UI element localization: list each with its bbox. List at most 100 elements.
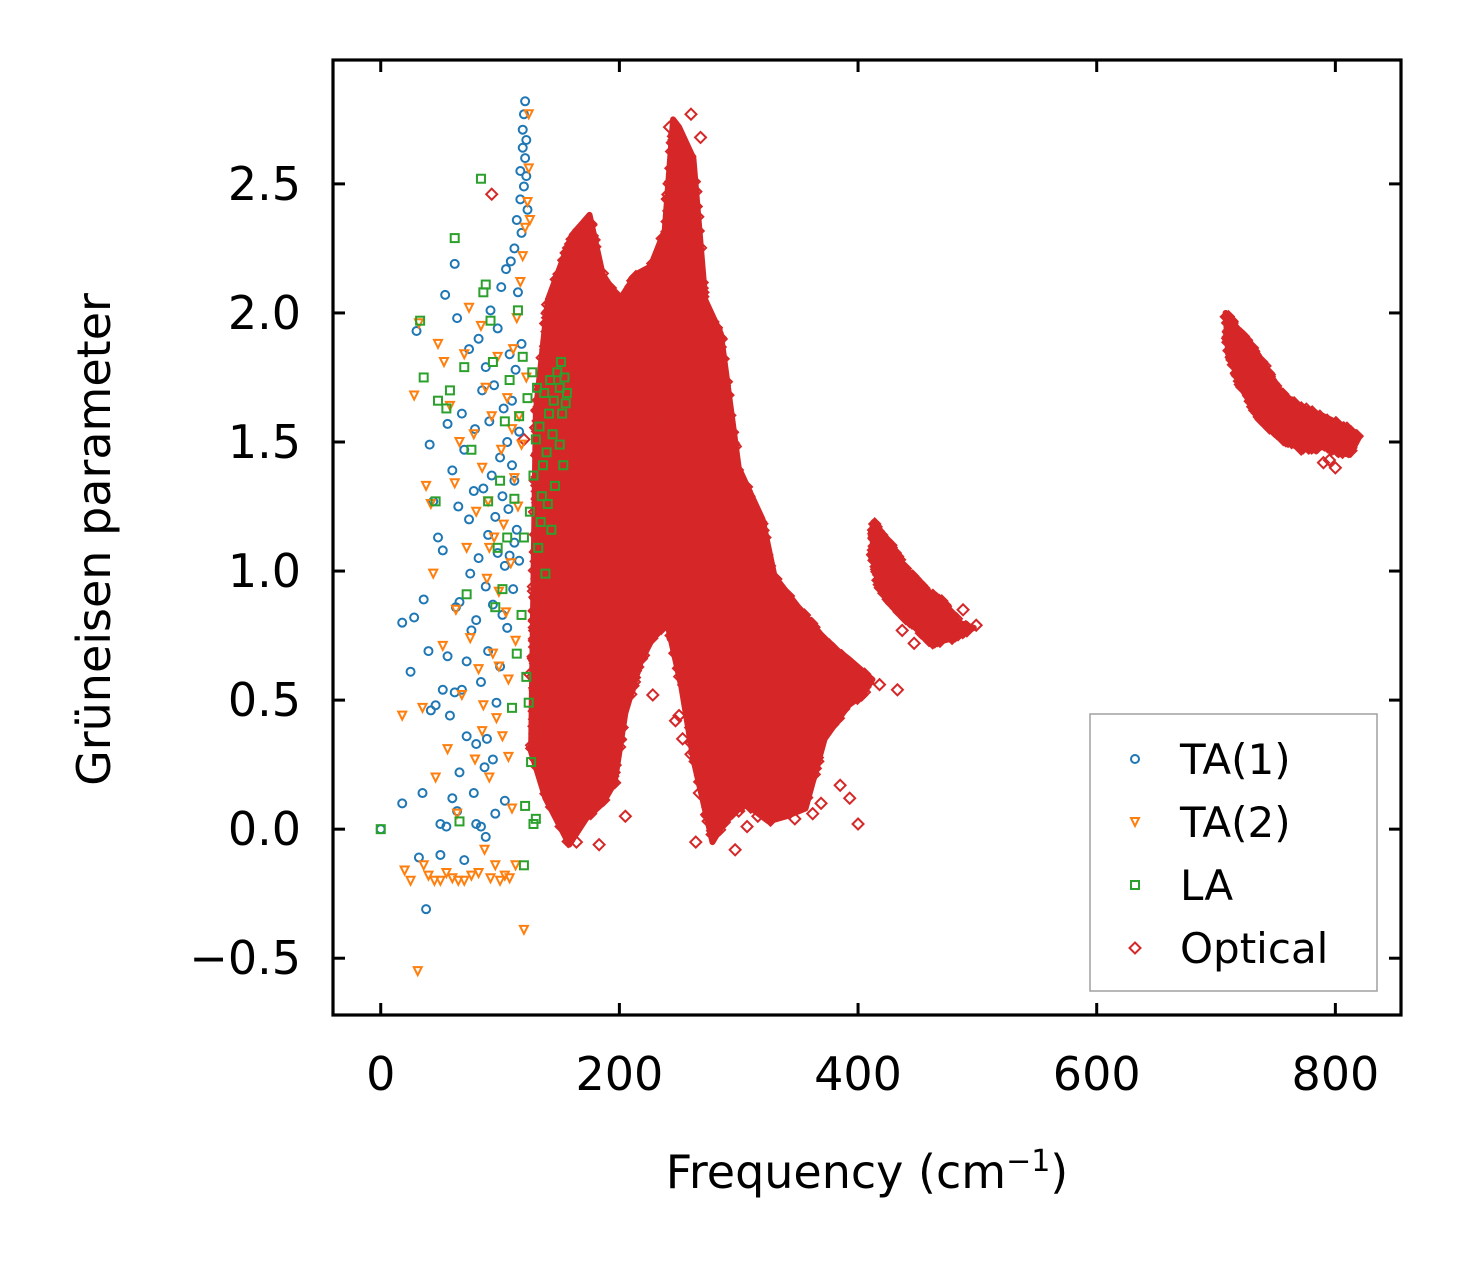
data-point [806, 702, 821, 717]
data-point [635, 326, 649, 341]
data-point [700, 591, 714, 606]
data-point [565, 751, 580, 766]
data-point [570, 391, 585, 406]
data-point [774, 795, 789, 810]
data-point [792, 690, 807, 705]
data-point [793, 747, 808, 761]
data-point [601, 443, 616, 457]
data-point [699, 429, 714, 444]
data-point [657, 571, 672, 586]
data-point [725, 522, 740, 537]
data-point [826, 715, 841, 730]
data-point [580, 372, 595, 387]
data-point [680, 560, 694, 575]
data-point [653, 602, 668, 617]
data-point [630, 343, 645, 358]
data-point [585, 228, 600, 243]
data-point [572, 486, 587, 501]
data-point [672, 404, 687, 419]
data-point [933, 634, 947, 649]
data-point [696, 767, 711, 782]
data-point [785, 727, 800, 742]
data-point [539, 581, 553, 596]
data-point [589, 764, 604, 778]
data-point [561, 818, 576, 832]
data-point [645, 256, 660, 271]
data-point [662, 268, 676, 283]
data-point [580, 450, 595, 465]
data-point [580, 339, 595, 354]
data-point [546, 460, 560, 475]
data-point [667, 328, 681, 343]
data-point [668, 528, 683, 542]
data-point [685, 251, 699, 266]
data-point [576, 392, 591, 407]
data-point [710, 726, 725, 740]
data-point [632, 608, 647, 623]
data-point [551, 326, 565, 341]
data-point [543, 614, 558, 629]
data-point [556, 719, 570, 734]
data-point [653, 388, 667, 403]
data-point [546, 553, 561, 568]
data-point [794, 676, 808, 691]
data-point [625, 586, 640, 601]
data-point [559, 736, 574, 750]
data-point [612, 740, 627, 754]
data-point [803, 715, 818, 730]
data-point [686, 665, 701, 680]
data-point [726, 483, 741, 497]
data-point [532, 399, 547, 414]
data-point [904, 611, 919, 626]
data-point [891, 586, 906, 601]
data-point [700, 654, 715, 668]
data-point [673, 473, 688, 488]
data-point [564, 629, 579, 644]
data-point [663, 252, 678, 267]
data-point [776, 705, 790, 719]
data-point [557, 494, 572, 509]
data-point [703, 628, 718, 643]
data-point [768, 572, 783, 586]
data-point [721, 537, 736, 552]
data-point [569, 417, 583, 432]
data-point [719, 777, 733, 791]
data-point [590, 536, 605, 551]
data-point [596, 774, 611, 789]
data-point [545, 474, 560, 489]
data-point [563, 658, 577, 673]
data-point [805, 722, 820, 737]
data-point [578, 692, 593, 706]
data-point [755, 728, 770, 743]
data-point [729, 723, 744, 737]
data-point [540, 310, 555, 325]
data-point [561, 676, 576, 691]
data-point [626, 352, 641, 367]
data-point [676, 243, 691, 258]
data-point [586, 413, 601, 428]
data-point [744, 765, 759, 780]
data-point [619, 688, 634, 703]
data-point [691, 287, 706, 302]
data-point [535, 618, 550, 633]
data-point [638, 574, 653, 589]
data-point [630, 595, 645, 610]
data-point [577, 311, 592, 325]
data-point [666, 441, 681, 456]
data-point [701, 334, 716, 349]
data-point [686, 571, 701, 586]
data-point [888, 556, 903, 571]
data-point [680, 623, 695, 638]
data-point [592, 291, 607, 306]
data-point [691, 535, 706, 550]
data-point [706, 720, 721, 735]
data-point [582, 756, 597, 771]
data-point [914, 584, 929, 599]
data-point [907, 596, 922, 611]
data-point [620, 512, 635, 527]
data-point [659, 299, 674, 313]
data-point [750, 583, 765, 598]
data-point [651, 271, 665, 286]
data-point [673, 308, 687, 323]
data-point [757, 712, 772, 727]
